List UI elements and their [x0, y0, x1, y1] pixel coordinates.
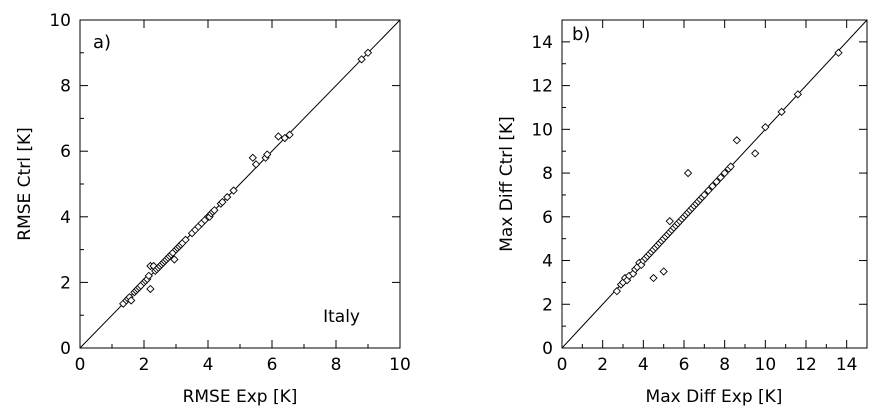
- panel-a-y-ticks: 0 2 4 6 8 10: [49, 11, 400, 359]
- panel-a-y-axis-label: RMSE Ctrl [K]: [15, 127, 35, 240]
- data-point-diamond: [263, 150, 272, 159]
- data-point-diamond: [777, 107, 786, 116]
- x-tick-label: 6: [679, 355, 690, 375]
- x-tick-label: 0: [75, 355, 86, 375]
- data-point-diamond: [649, 273, 658, 283]
- panel-b-data-points: [612, 48, 843, 296]
- panel-a-annotation: Italy: [323, 307, 360, 327]
- x-tick-label: 0: [557, 355, 568, 375]
- panel-b-label: b): [572, 24, 590, 45]
- panel-b-y-ticks: 0 2 4 6 8 10 12 14: [531, 33, 867, 359]
- data-point-diamond: [700, 190, 709, 200]
- x-tick-label: 14: [836, 355, 858, 375]
- data-point-diamond: [726, 162, 735, 171]
- y-tick-label: 8: [542, 164, 553, 184]
- data-point-diamond: [659, 267, 668, 276]
- panel-a-x-ticks: 0 2 4 6 8 10: [75, 20, 411, 375]
- data-point-diamond: [793, 90, 803, 99]
- x-tick-label: 12: [795, 355, 817, 375]
- y-tick-label: 2: [542, 295, 553, 315]
- data-point-diamond: [732, 136, 742, 145]
- panel-b-x-ticks: 0 2 4 6 8 10 12 14: [557, 20, 858, 375]
- data-point-diamond: [285, 130, 294, 139]
- data-point-diamond: [720, 168, 729, 178]
- data-point-diamond: [210, 206, 219, 215]
- data-point-diamond: [229, 186, 238, 195]
- panel-a-scatter-plot: 0 2 4 6 8 10 0 2 4 6 8 10 a) Italy RMSE Exp [K] RM…: [15, 11, 411, 407]
- panel-b-x-axis-label: Max Diff Exp [K]: [646, 387, 783, 407]
- x-tick-label: 2: [597, 355, 608, 375]
- data-point-diamond: [716, 173, 725, 182]
- panel-b-plot-frame: [561, 19, 868, 349]
- x-tick-label: 8: [331, 355, 342, 375]
- x-tick-label: 2: [139, 355, 150, 375]
- data-point-diamond: [683, 168, 693, 178]
- data-point-diamond: [127, 296, 136, 305]
- panel-b-scatter-plot: 0 2 4 6 8 10 12 14 0 2 4 6 8 10 12 14 b) Max Diff Exp …: [497, 19, 868, 407]
- panel-a-x-axis-label: RMSE Exp [K]: [183, 387, 298, 407]
- x-tick-label: 4: [203, 355, 214, 375]
- y-tick-label: 0: [60, 339, 71, 359]
- y-tick-label: 4: [542, 252, 553, 272]
- data-point-diamond: [704, 186, 713, 195]
- y-tick-label: 10: [49, 11, 71, 31]
- y-tick-label: 8: [60, 77, 71, 97]
- x-tick-label: 8: [719, 355, 730, 375]
- data-point-diamond: [274, 132, 283, 141]
- y-tick-label: 4: [60, 208, 71, 228]
- y-tick-label: 6: [542, 208, 553, 228]
- data-point-diamond: [218, 197, 227, 207]
- data-point-diamond: [834, 48, 843, 57]
- data-point-diamond: [223, 192, 232, 202]
- y-tick-label: 10: [531, 120, 553, 140]
- y-tick-label: 6: [60, 142, 71, 162]
- y-tick-label: 14: [531, 33, 553, 53]
- data-point-diamond: [712, 177, 721, 186]
- panel-a-data-points: [119, 48, 373, 308]
- data-point-diamond: [280, 133, 289, 143]
- x-tick-label: 10: [755, 355, 777, 375]
- data-point-diamond: [144, 271, 153, 280]
- x-tick-label: 4: [638, 355, 649, 375]
- data-point-diamond: [363, 48, 373, 57]
- data-point-diamond: [761, 123, 770, 132]
- x-tick-label: 10: [389, 355, 411, 375]
- data-point-diamond: [248, 153, 257, 162]
- data-point-diamond: [612, 287, 622, 296]
- y-tick-label: 2: [60, 273, 71, 293]
- data-point-diamond: [170, 255, 179, 264]
- data-point-diamond: [181, 235, 190, 244]
- data-point-diamond: [357, 55, 366, 64]
- panel-b-y-axis-label: Max Diff Ctrl [K]: [497, 116, 517, 252]
- data-point-diamond: [708, 182, 717, 191]
- y-tick-label: 12: [531, 77, 553, 97]
- y-tick-label: 0: [542, 339, 553, 359]
- panel-a-label: a): [93, 32, 111, 53]
- x-tick-label: 6: [267, 355, 278, 375]
- data-point-diamond: [665, 217, 674, 226]
- data-point-diamond: [751, 149, 760, 158]
- data-point-diamond: [251, 160, 261, 169]
- panel-b-identity-line: [561, 19, 868, 349]
- data-point-diamond: [146, 284, 155, 294]
